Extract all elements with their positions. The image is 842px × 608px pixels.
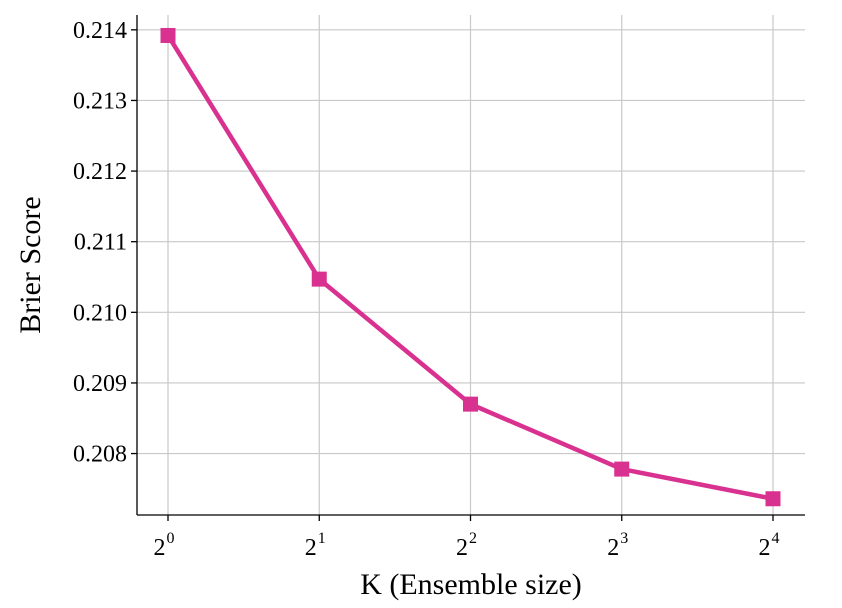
y-tick-label: 0.208	[73, 442, 127, 468]
grid-lines	[137, 15, 805, 515]
y-tick-label: 0.213	[73, 88, 127, 114]
data-point-marker	[311, 271, 327, 287]
y-tick-label: 0.212	[73, 159, 127, 185]
x-tick-label: 22	[456, 530, 477, 561]
y-tick-label: 0.211	[74, 230, 127, 256]
x-tick-label: 23	[607, 530, 628, 561]
x-tick-label: 24	[759, 530, 780, 561]
data-point-marker	[614, 461, 630, 477]
y-tick-label: 0.209	[73, 371, 127, 397]
x-tick-label: 21	[305, 530, 326, 561]
y-axis-title: Brier Score	[14, 196, 47, 333]
y-tick-label: 0.210	[73, 300, 127, 326]
data-point-marker	[160, 27, 176, 43]
y-tick-label: 0.214	[73, 18, 127, 44]
x-tick-label: 20	[154, 530, 175, 561]
ticks: 0.208 0.209 0.210 0.211 0.212 0.213 0.214 20 21 2…	[73, 18, 780, 561]
data-point-marker	[765, 491, 781, 507]
x-axis-title: K (Ensemble size)	[360, 568, 582, 601]
series	[160, 27, 781, 507]
data-point-marker	[463, 396, 478, 412]
